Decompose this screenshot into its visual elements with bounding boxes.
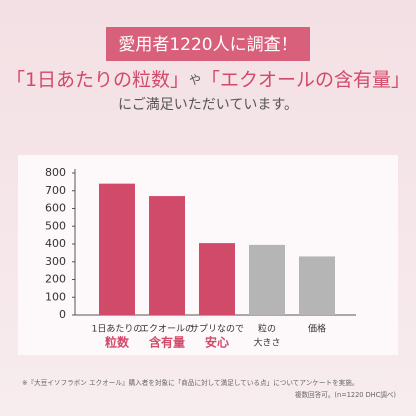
x-tick-label: 含有量 [149, 335, 185, 350]
footnote: ※『大豆イソフラボン エクオール』購入者を対象に「商品に対して満足している点」に… [22, 378, 358, 387]
y-tick-label: 100 [45, 290, 66, 303]
heading-line: にご満足いただいています。 [118, 97, 298, 113]
y-tick-label: 800 [45, 166, 66, 179]
heading-connector: や [189, 73, 201, 87]
bar [299, 256, 335, 315]
bar [199, 243, 235, 315]
footnote: 複数回答可。(n=1220 DHC調べ) [295, 390, 396, 399]
x-tick-label: 価格 [308, 323, 326, 335]
heading-part: 「エクオールの含有量」 [201, 69, 410, 91]
y-tick-label: 400 [45, 237, 66, 250]
badge-bg [106, 27, 310, 61]
y-tick-label: 200 [45, 273, 66, 286]
bar [249, 244, 285, 315]
x-tick-label: サプリなので [190, 324, 244, 335]
y-tick-label: 0 [59, 308, 66, 321]
y-tick-label: 600 [45, 202, 66, 215]
x-tick-label: 粒の [258, 323, 276, 335]
y-tick-label: 300 [45, 255, 66, 268]
heading-part: 「1日あたりの粒数」 [6, 69, 189, 91]
y-tick-label: 700 [45, 184, 66, 197]
x-tick-label: 大きさ [253, 337, 280, 349]
plot: 0 100 200 300 400 500 600 700 800 1日あたりの粒数エクオールの含… [45, 166, 356, 350]
y-tick-label: 500 [45, 219, 66, 232]
bar [149, 196, 185, 315]
x-tick-label: 1日あたりの [92, 324, 143, 335]
heading: 「1日あたりの粒数」や「エクオールの含有量」 [6, 69, 410, 91]
x-tick-label: エクオールの [140, 324, 194, 335]
x-tick-label: 安心 [205, 335, 229, 350]
x-tick-label: 粒数 [105, 335, 130, 350]
badge: 愛用者1220人に調査！ [118, 35, 297, 55]
bar [99, 183, 135, 315]
